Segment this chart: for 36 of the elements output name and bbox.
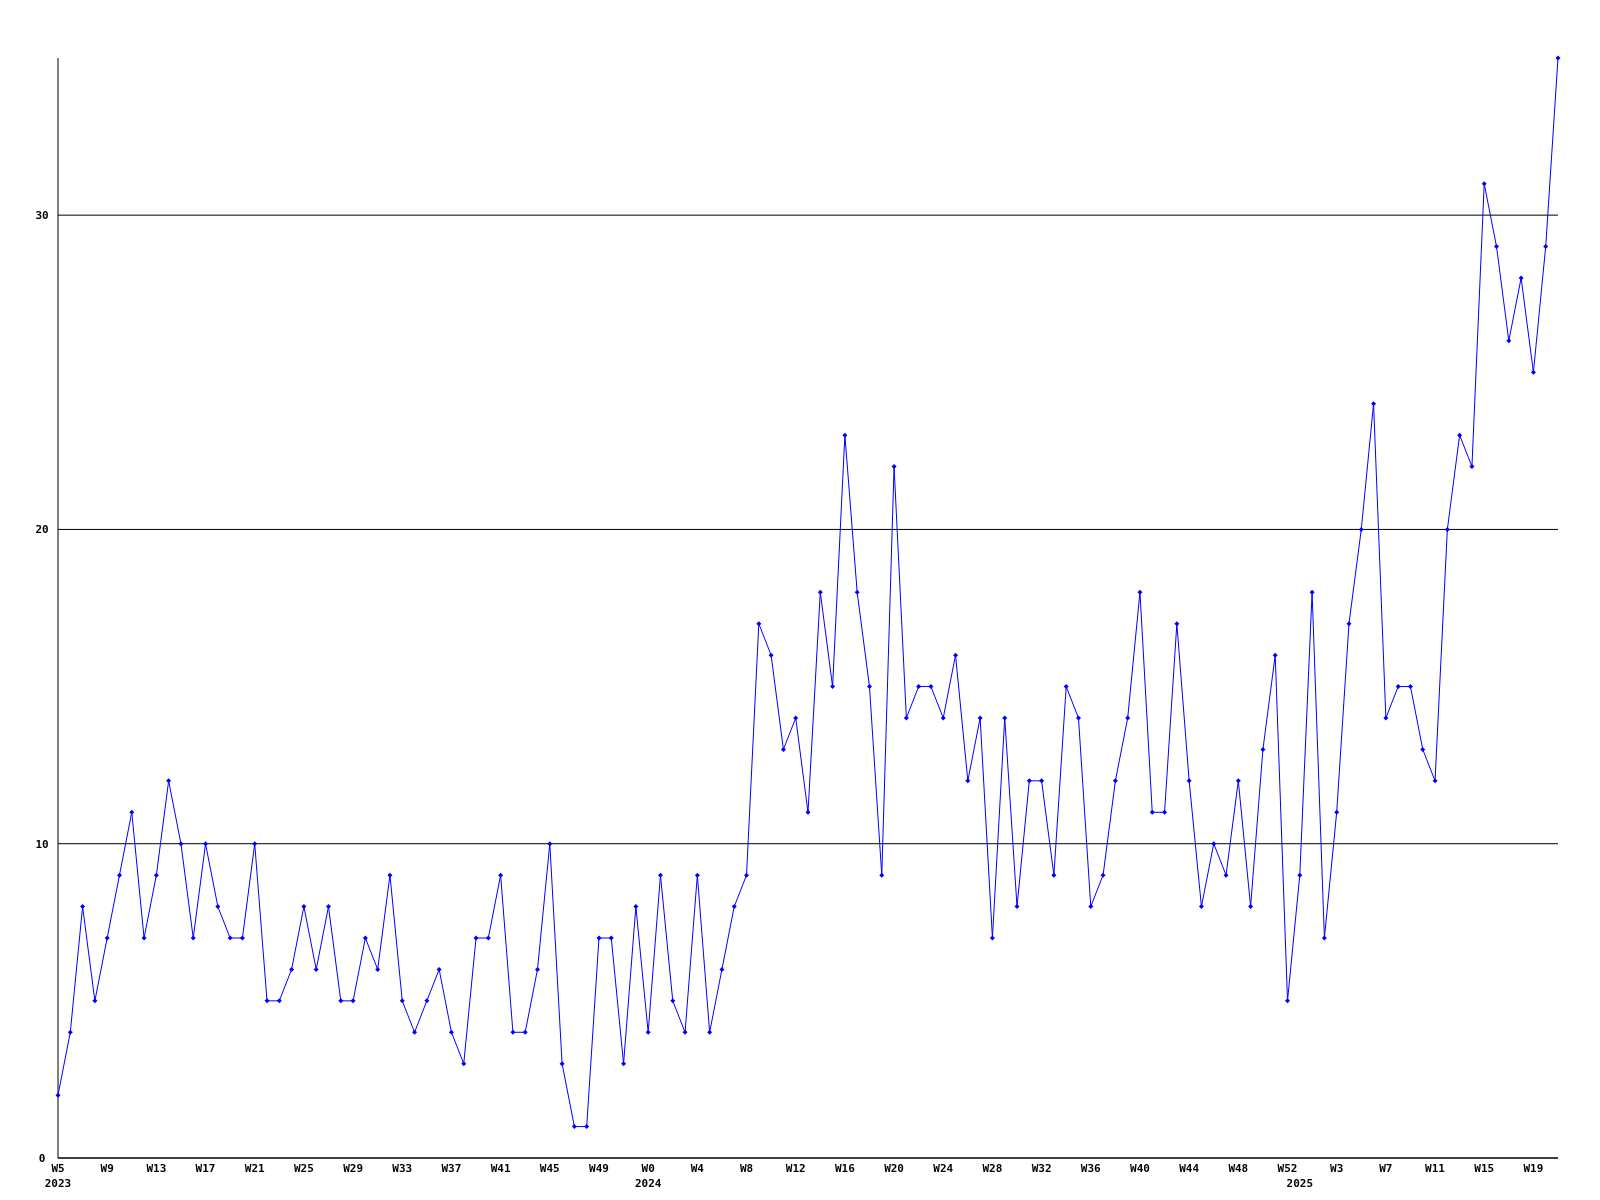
x-tick-label: W5 2023 xyxy=(44,1162,72,1190)
x-tick-label: W28 xyxy=(982,1162,1003,1175)
y-tick-label: 30 xyxy=(35,208,49,222)
x-tick-label: W11 xyxy=(1425,1162,1446,1175)
x-tick-label: W44 xyxy=(1179,1162,1200,1175)
x-tick-label: W49 xyxy=(589,1162,609,1175)
x-tick-label: W0 2024 xyxy=(634,1162,662,1190)
x-tick-label: W40 xyxy=(1130,1162,1150,1175)
x-tick-label: W41 xyxy=(490,1162,511,1175)
x-tick-label: W8 xyxy=(739,1162,754,1175)
x-tick-label: W4 xyxy=(690,1162,705,1175)
x-tick-label: W15 xyxy=(1474,1162,1495,1175)
x-tick-label: W45 xyxy=(539,1162,560,1175)
x-tick-label: W17 xyxy=(195,1162,216,1175)
x-tick-label: W29 xyxy=(343,1162,364,1175)
x-tick-label: W37 xyxy=(441,1162,462,1175)
x-tick-label: W13 xyxy=(146,1162,167,1175)
x-tick-label: W48 xyxy=(1228,1162,1249,1175)
y-tick-label: 0 xyxy=(38,1151,46,1165)
x-tick-label: W12 xyxy=(785,1162,806,1175)
x-tick-label: W7 xyxy=(1379,1162,1393,1175)
x-tick-label: W33 xyxy=(392,1162,413,1175)
x-tick-label: W19 xyxy=(1523,1162,1544,1175)
x-tick-label: W25 xyxy=(293,1162,314,1175)
x-tick-label: W3 xyxy=(1330,1162,1344,1175)
x-tick-label: W20 xyxy=(884,1162,904,1175)
x-tick-label: 2025 xyxy=(1286,1177,1314,1190)
x-tick-label: W9 xyxy=(100,1162,114,1175)
x-tick-label: W36 xyxy=(1080,1162,1102,1175)
x-tick-label: W21 xyxy=(244,1162,266,1175)
x-tick-label: W52 xyxy=(1277,1162,1298,1175)
x-tick-label: W32 xyxy=(1031,1162,1052,1175)
y-tick-label: 10 xyxy=(35,837,49,851)
y-tick-label: 20 xyxy=(35,523,49,537)
x-tick-label: W16 xyxy=(834,1162,856,1175)
x-tick-label: W24 xyxy=(933,1162,954,1175)
